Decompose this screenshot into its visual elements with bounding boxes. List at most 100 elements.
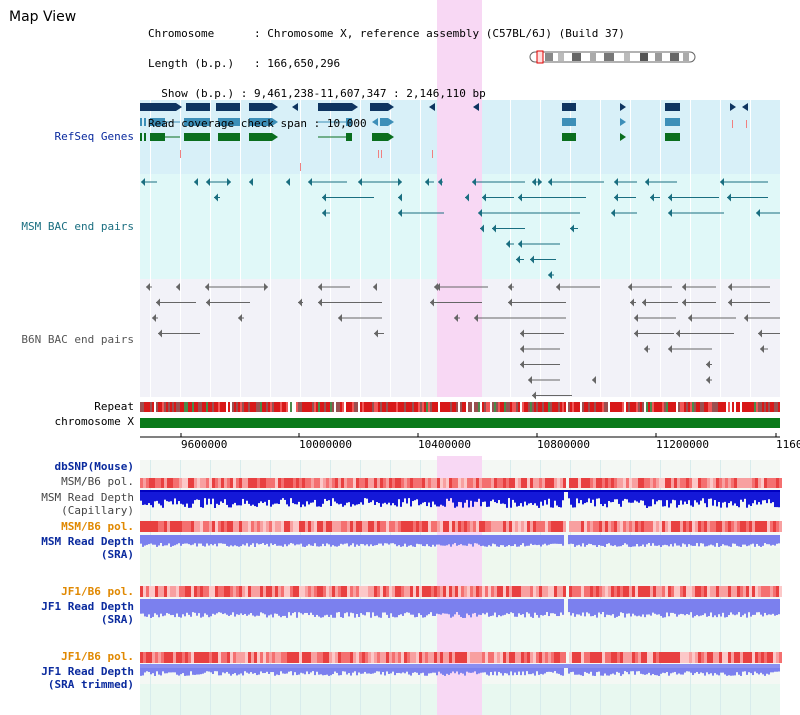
track-label-jf1-pol-1[interactable]: JF1/B6 pol. bbox=[61, 585, 134, 598]
polymorphism-mark bbox=[704, 652, 707, 663]
read-depth-bar bbox=[578, 599, 580, 615]
read-depth-bar bbox=[332, 664, 334, 675]
polymorphism-mark bbox=[446, 586, 449, 597]
read-depth-bar bbox=[538, 535, 540, 545]
read-depth-bar bbox=[224, 490, 226, 500]
read-depth-bar bbox=[604, 490, 606, 504]
polymorphism-mark bbox=[602, 478, 605, 488]
read-depth-bar bbox=[618, 535, 620, 547]
polymorphism-mark bbox=[452, 652, 455, 663]
polymorphism-mark bbox=[779, 521, 782, 532]
polymorphism-mark bbox=[521, 478, 524, 488]
read-depth-bar bbox=[200, 664, 202, 675]
read-depth-bar bbox=[404, 664, 406, 674]
read-depth-bar bbox=[182, 535, 184, 544]
track-label-repeat[interactable]: Repeat bbox=[94, 400, 134, 413]
read-depth-bar bbox=[318, 599, 320, 617]
read-depth-bar bbox=[238, 664, 240, 675]
read-depth-bar bbox=[630, 599, 632, 617]
b6n-bac-pair-end bbox=[158, 329, 162, 338]
read-depth-bar bbox=[772, 535, 774, 545]
polymorphism-mark bbox=[371, 586, 374, 597]
polymorphism-mark bbox=[722, 586, 725, 597]
polymorphism-mark bbox=[374, 478, 377, 488]
track-label-jf1-depth[interactable]: JF1 Read Depth bbox=[41, 600, 134, 613]
track-label-b6n-bac[interactable]: B6N BAC end pairs bbox=[21, 333, 134, 346]
repeat-mark bbox=[670, 402, 672, 412]
ideogram-position-marker bbox=[537, 51, 543, 63]
polymorphism-mark bbox=[362, 521, 365, 532]
read-depth-bar bbox=[470, 535, 472, 545]
repeat-mark bbox=[778, 402, 780, 412]
read-depth-bar bbox=[580, 490, 582, 501]
repeat-mark bbox=[622, 402, 624, 412]
polymorphism-mark bbox=[770, 586, 773, 597]
polymorphism-mark bbox=[221, 521, 224, 532]
read-depth-bar bbox=[392, 535, 394, 544]
b6n-bac-pair-end bbox=[630, 298, 634, 307]
read-depth-bar bbox=[480, 490, 482, 507]
track-label-jf1-pol-2[interactable]: JF1/B6 pol. bbox=[61, 650, 134, 663]
read-depth-bar bbox=[686, 599, 688, 614]
repeat-mark bbox=[220, 402, 222, 412]
read-depth-bar bbox=[402, 490, 404, 503]
polymorphism-mark bbox=[494, 521, 497, 532]
track-label-msm-pol-2[interactable]: MSM/B6 pol. bbox=[61, 520, 134, 533]
polymorphism-mark bbox=[215, 521, 218, 532]
track-label-msm-bac[interactable]: MSM BAC end pairs bbox=[21, 220, 134, 233]
polymorphism-mark bbox=[632, 478, 635, 488]
b6n-bac-pair-end bbox=[728, 298, 732, 307]
depth-baseline bbox=[140, 490, 780, 492]
repeat-mark bbox=[404, 402, 406, 412]
repeat-mark bbox=[696, 402, 698, 412]
read-depth-bar bbox=[506, 490, 508, 508]
read-depth-bar bbox=[524, 535, 526, 547]
read-depth-bar bbox=[148, 535, 150, 545]
read-depth-bar bbox=[626, 599, 628, 614]
repeat-mark bbox=[396, 402, 398, 412]
read-depth-bar bbox=[632, 599, 634, 614]
read-depth-bar bbox=[504, 490, 506, 505]
read-depth-bar bbox=[736, 490, 738, 506]
repeat-mark bbox=[140, 402, 142, 412]
polymorphism-mark bbox=[713, 586, 716, 597]
read-depth-bar bbox=[778, 535, 780, 544]
polymorphism-mark bbox=[422, 586, 425, 597]
polymorphism-mark bbox=[224, 478, 227, 488]
read-depth-bar bbox=[432, 535, 434, 545]
read-depth-bar bbox=[590, 490, 592, 503]
track-label-refseq[interactable]: RefSeq Genes bbox=[54, 130, 134, 143]
repeat-mark bbox=[242, 402, 244, 412]
read-depth-bar bbox=[252, 490, 254, 505]
polymorphism-mark bbox=[428, 586, 431, 597]
polymorphism-mark bbox=[275, 586, 278, 597]
ideogram-band bbox=[604, 53, 614, 61]
polymorphism-mark bbox=[497, 521, 500, 532]
read-depth-bar bbox=[410, 490, 412, 507]
read-depth-bar bbox=[280, 535, 282, 546]
polymorphism-mark bbox=[161, 652, 164, 663]
polymorphism-mark bbox=[695, 652, 698, 663]
repeat-mark bbox=[302, 402, 304, 412]
read-depth-bar bbox=[494, 490, 496, 503]
polymorphism-mark bbox=[302, 478, 305, 488]
read-depth-bar bbox=[220, 490, 222, 502]
track-label-msm-depth-capillary[interactable]: MSM Read Depth bbox=[41, 491, 134, 504]
polymorphism-mark bbox=[152, 478, 155, 488]
polymorphism-mark bbox=[698, 652, 701, 663]
polymorphism-mark bbox=[407, 652, 410, 663]
read-depth-bar bbox=[408, 664, 410, 675]
track-label-msm-pol-1[interactable]: MSM/B6 pol. bbox=[61, 475, 134, 488]
b6n-bac-pair-end bbox=[206, 298, 210, 307]
track-label-jf1-trimmed[interactable]: JF1 Read Depth bbox=[41, 665, 134, 678]
track-label-msm-depth-sra[interactable]: MSM Read Depth bbox=[41, 535, 134, 548]
track-label-dbsnp[interactable]: dbSNP(Mouse) bbox=[54, 460, 134, 473]
polymorphism-mark bbox=[317, 586, 320, 597]
msm-bac-pair-end bbox=[614, 193, 618, 202]
repeat-mark bbox=[684, 402, 686, 412]
read-depth-bar bbox=[354, 490, 356, 506]
polymorphism-mark bbox=[164, 478, 167, 488]
track-label-chromosome[interactable]: chromosome X bbox=[54, 415, 134, 428]
polymorphism-mark bbox=[461, 652, 464, 663]
